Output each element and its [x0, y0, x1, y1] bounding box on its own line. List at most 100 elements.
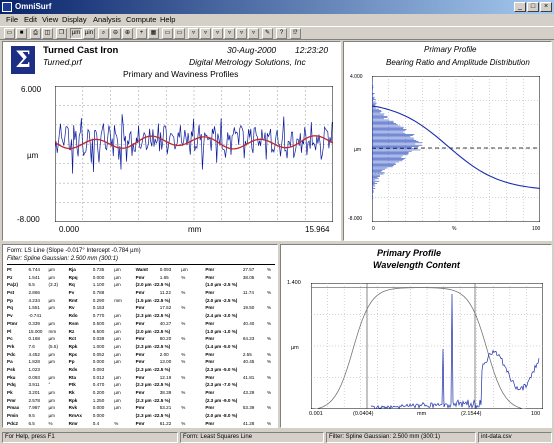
- context-help-icon[interactable]: ⁉: [290, 28, 301, 39]
- open-file-icon[interactable]: ▭: [4, 28, 15, 39]
- print-preview-icon[interactable]: ◫: [42, 28, 53, 39]
- view-split-icon[interactable]: ▭: [174, 28, 185, 39]
- settings-icon[interactable]: ✎: [262, 28, 273, 39]
- param-cell: Pmr: [205, 336, 215, 342]
- param-row: Pmr 2.578 µm Rpk 1.250 µm (2.3 µm -22.5 %) (2.3…: [7, 397, 277, 405]
- close-button[interactable]: ×: [540, 2, 552, 12]
- param-row: Psk 1.023 Rds 0.093 (2.3 µm -22.5 %) (2.3 µm …: [7, 366, 277, 374]
- menu-edit[interactable]: Edit: [24, 15, 37, 24]
- wavelength-pane[interactable]: Primary Profile Wavelength Content 1.400…: [280, 244, 552, 428]
- title-bar[interactable]: OmniSurf _ □ ×: [0, 0, 554, 14]
- maximize-button[interactable]: □: [527, 2, 539, 12]
- param-cell: Pmr: [135, 320, 145, 326]
- param-cell: 2.55: [242, 351, 252, 357]
- param-cell: %: [266, 267, 272, 272]
- param-cell: Pmr: [135, 405, 145, 411]
- filter-4-icon[interactable]: ▿: [224, 28, 235, 39]
- grid-icon[interactable]: ▦: [148, 28, 159, 39]
- parameters-pane[interactable]: Form: LS Line (Slope -0.017° Intercept -…: [2, 244, 278, 428]
- menu-help[interactable]: Help: [160, 15, 176, 24]
- print-icon[interactable]: ⎙: [30, 28, 41, 39]
- param-cell: Pmr: [205, 390, 215, 395]
- param-cell: µm: [114, 343, 121, 349]
- param-cell: µm: [48, 390, 56, 395]
- zoom-icon[interactable]: ⌕: [98, 28, 109, 39]
- param-cell: Rpq: [68, 274, 78, 280]
- param-cell: 41.81: [242, 374, 255, 380]
- param-cell: %: [181, 351, 186, 357]
- param-cell: µm: [48, 359, 56, 365]
- copy-icon[interactable]: ❐: [56, 28, 67, 39]
- menu-view[interactable]: View: [42, 15, 59, 24]
- param-cell: %: [266, 405, 272, 411]
- param-cell: 0.093: [92, 366, 105, 372]
- param-cell: 3.201: [28, 390, 40, 395]
- primary-waviness-pane[interactable]: Σ Turned Cast Iron Turned.prf 30-Aug-200…: [2, 41, 341, 241]
- filter-transmission-long: [311, 287, 527, 409]
- param-cell: Rmr: [68, 420, 78, 426]
- menu-display[interactable]: Display: [62, 15, 87, 24]
- filter-transmission-short: [313, 287, 542, 409]
- param-cell: 0.500: [92, 320, 105, 326]
- param-cell: %: [266, 290, 272, 296]
- bearing-ratio-curve: [372, 82, 540, 189]
- param-cell: Pt: [7, 267, 12, 272]
- param-cell: Rpc: [68, 351, 78, 357]
- param-cell: 4.234: [28, 297, 40, 303]
- param-cell: 17.52: [159, 305, 172, 311]
- param-cell: (5.5): [48, 343, 58, 349]
- save-icon[interactable]: ■: [16, 28, 27, 39]
- param-cell: µm: [114, 313, 121, 319]
- param-cell: °: [48, 382, 51, 388]
- param-cell: 15.000: [28, 328, 43, 334]
- unit-um-button[interactable]: µm: [70, 28, 82, 39]
- filter-6-icon[interactable]: ▿: [248, 28, 259, 39]
- param-cell: 0.153: [92, 305, 105, 311]
- zoom-out-icon[interactable]: ⊖: [110, 28, 121, 39]
- wave-title: Primary Profile: [377, 248, 442, 258]
- param-cell: Ptk: [68, 382, 76, 388]
- x-unit-label: mm: [188, 225, 202, 234]
- param-cell: µm: [114, 390, 121, 395]
- param-cell: Pmr: [205, 320, 215, 326]
- window-title: OmniSurf: [15, 2, 52, 11]
- help-icon[interactable]: ?: [276, 28, 287, 39]
- param-cell: (2.3 µm -22.5 %): [135, 382, 171, 388]
- param-cell: Pmr: [205, 267, 215, 272]
- param-cell: Wamt: [135, 267, 148, 272]
- filter-2-icon[interactable]: ▿: [200, 28, 211, 39]
- param-row: Pmax 7.987 µm Rvk 0.000 µm Pmr 53.21% Pmr 53.39%: [7, 404, 277, 413]
- param-cell: 0.093: [159, 267, 172, 272]
- param-row: Pc 0.168 µm Rct 0.039 µm Pmr 60.20% Pmr 64.23%: [7, 335, 277, 343]
- param-cell: 0.168: [28, 336, 40, 342]
- param-cell: (1.4 µm -5.0 %): [205, 343, 238, 349]
- filter-1-icon[interactable]: ▿: [188, 28, 199, 39]
- menu-compute[interactable]: Compute: [126, 15, 157, 24]
- wave-y-unit: µm: [291, 345, 299, 351]
- filter-5-icon[interactable]: ▿: [236, 28, 247, 39]
- param-cell: mm: [114, 297, 122, 303]
- status-help: For Help, press F1: [2, 432, 178, 443]
- param-cell: 7.6: [28, 343, 35, 349]
- param-row: Pdc2 6.5% Rmr 0.4% Pmr 61.22% Pmr 41.28%: [7, 419, 277, 427]
- bearing-ratio-pane[interactable]: Primary Profile Bearing Ratio and Amplit…: [343, 41, 552, 241]
- param-cell: Pc: [7, 336, 13, 342]
- zoom-in-icon[interactable]: ⊕: [122, 28, 133, 39]
- view-profile-icon[interactable]: ▭: [162, 28, 173, 39]
- param-cell: %: [266, 305, 272, 311]
- menu-file[interactable]: File: [6, 15, 19, 24]
- param-cell: Pmr: [135, 374, 145, 380]
- param-cell: 38.05: [242, 274, 255, 280]
- param-cell: 6.744: [28, 267, 40, 272]
- param-cell: µm: [48, 413, 56, 419]
- crosshair-icon[interactable]: +: [136, 28, 147, 39]
- param-row: Pdc 4.452 µm Rpc 0.052 µm Pmr 2.00% Pmr 2.55%: [7, 351, 277, 359]
- menu-analysis[interactable]: Analysis: [93, 15, 121, 24]
- unit-uin-button[interactable]: µin: [83, 28, 95, 39]
- param-cell: Rta: [68, 374, 77, 380]
- dms-logo: Σ: [11, 46, 35, 74]
- param-cell: 60.20: [159, 336, 172, 342]
- filter-3-icon[interactable]: ▿: [212, 28, 223, 39]
- param-cell: %: [266, 274, 272, 280]
- minimize-button[interactable]: _: [514, 2, 526, 12]
